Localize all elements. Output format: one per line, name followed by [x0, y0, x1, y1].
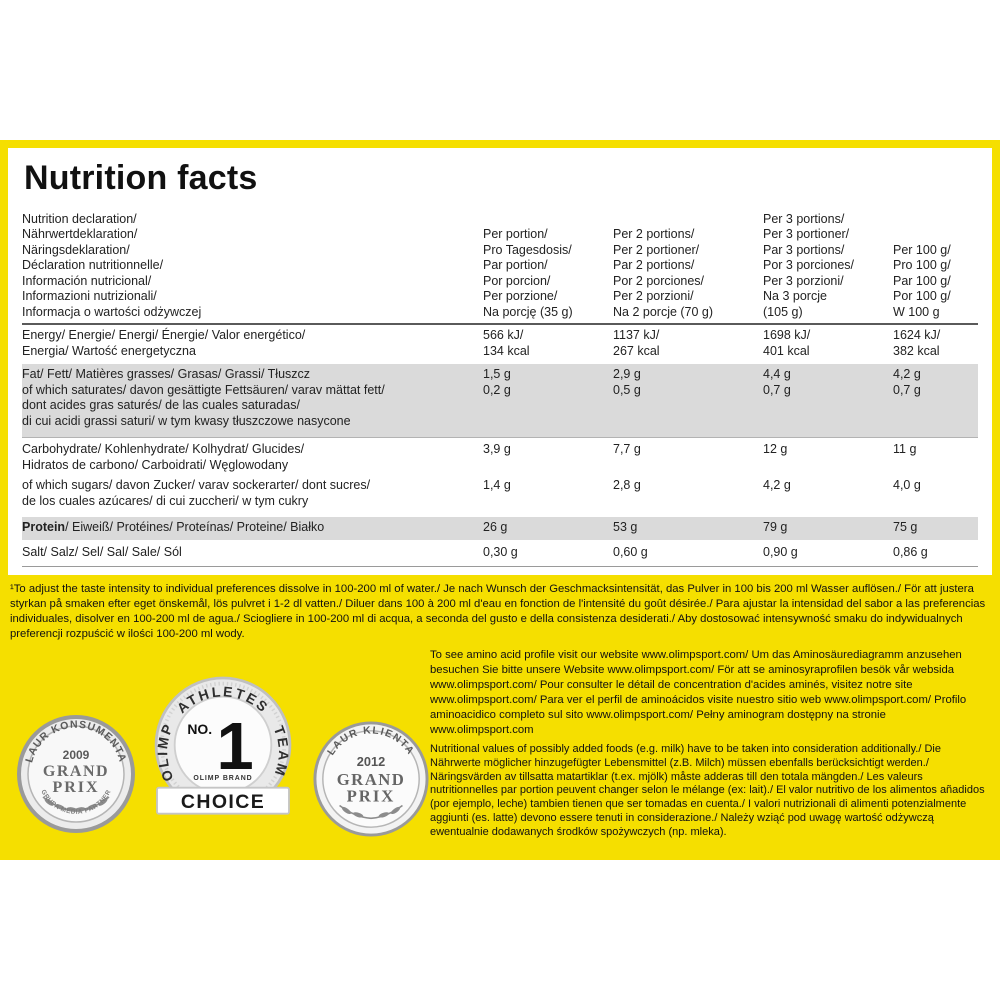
- column-header-per-3-portions: Per 3 portions/ Per 3 portioner/ Par 3 p…: [763, 212, 893, 321]
- header-line: Per 2 portions/: [613, 227, 695, 241]
- header-line: (105 g): [763, 304, 803, 319]
- header-line: Par 100 g/: [893, 273, 951, 288]
- salt-per-portion: 0,30 g: [483, 544, 518, 559]
- fat-label: Fat/ Fett/ Matières grasses/ Grasas/ Gra…: [22, 367, 385, 428]
- header-line: Per 3 porzioni/: [763, 273, 844, 288]
- energy-per-portion: 566 kJ/ 134 kcal: [483, 328, 530, 358]
- table-row-fat: Fat/ Fett/ Matières grasses/ Grasas/ Gra…: [22, 364, 978, 437]
- energy-per-2-portions: 1137 kJ/ 267 kcal: [613, 328, 660, 358]
- declaration-line: Nutrition declaration/: [22, 211, 137, 226]
- header-line: Na 2 porcje (70 g): [613, 304, 714, 319]
- svg-text:OLIMP: OLIMP: [154, 720, 177, 784]
- svg-text:GRAND: GRAND: [337, 770, 406, 789]
- carbohydrate-label: Carbohydrate/ Kohlenhydrate/ Kolhydrat/ …: [22, 442, 305, 472]
- award-logos: LAUR KONSUMENTA 2009 GRAND PRIX: [10, 676, 430, 838]
- header-line: Per 3 portioner/: [763, 227, 850, 241]
- fat-per-3-portions: 4,4 g 0,7 g: [763, 367, 791, 397]
- svg-text:PRIX: PRIX: [347, 787, 396, 806]
- laur-konsumenta-2009-medal-icon: LAUR KONSUMENTA 2009 GRAND PRIX: [17, 715, 135, 833]
- dissolve-instructions: ¹To adjust the taste intensity to indivi…: [10, 583, 986, 640]
- fat-per-100g: 4,2 g 0,7 g: [893, 367, 921, 397]
- table-row-energy: Energy/ Energie/ Energi/ Énergie/ Valor …: [22, 323, 978, 364]
- salt-label: Salt/ Salz/ Sel/ Sal/ Sale/ Sól: [22, 544, 182, 559]
- header-line: Na 3 porcje: [763, 289, 827, 303]
- protein-per-3-portions: 79 g: [763, 520, 788, 534]
- declaration-line: Informazioni nutrizionali/: [22, 289, 157, 303]
- svg-text:1: 1: [216, 709, 253, 784]
- carb-per-100g: 11 g: [893, 442, 917, 456]
- added-foods-notice-text: Nutritional values of possibly added foo…: [430, 743, 985, 838]
- label-footer-text: ¹To adjust the taste intensity to indivi…: [8, 582, 992, 840]
- header-line: Per portion/: [483, 227, 548, 241]
- declaration-line: Información nutricional/: [22, 273, 152, 288]
- nutrition-facts-panel: Nutrition facts Nutrition declaration/ N…: [8, 148, 992, 575]
- column-header-per-2-portions: Per 2 portions/ Per 2 portioner/ Par 2 p…: [613, 227, 763, 320]
- carb-per-portion: 3,9 g: [483, 442, 511, 456]
- svg-text:TEAM: TEAM: [271, 724, 292, 780]
- header-line: Na porcję (35 g): [483, 304, 573, 319]
- header-line: Par 2 portions/: [613, 258, 695, 272]
- olimp-athletes-team-no1-choice-badge-icon: OLIMP ATHLETES TEAM NO. 1 OLIMP BRAND CH…: [154, 676, 292, 815]
- header-line: Pro 100 g/: [893, 258, 951, 272]
- header-line: Per 2 portioner/: [613, 242, 700, 257]
- svg-text:2012: 2012: [357, 754, 385, 769]
- header-line: Por 3 porciones/: [763, 258, 855, 272]
- energy-per-100g: 1624 kJ/ 382 kcal: [893, 328, 941, 358]
- svg-text:OLIMP BRAND: OLIMP BRAND: [193, 775, 252, 782]
- header-line: Par 3 portions/: [763, 242, 845, 257]
- declaration-labels: Nutrition declaration/ Nährwertdeklarati…: [22, 212, 483, 321]
- header-line: W 100 g: [893, 304, 940, 319]
- page-title: Nutrition facts: [24, 159, 258, 197]
- sugars-per-2-portions: 2,8 g: [613, 478, 641, 492]
- svg-text:NO.: NO.: [187, 721, 212, 737]
- laur-klienta-2012-medal-icon: LAUR KLIENTA 2012 GRAND PRIX: [313, 721, 429, 837]
- header-line: Per 2 porzioni/: [613, 289, 694, 303]
- declaration-line: Déclaration nutritionnelle/: [22, 258, 164, 272]
- header-line: Per 100 g/: [893, 242, 951, 257]
- svg-text:GRAND: GRAND: [43, 763, 109, 780]
- sugars-per-100g: 4,0 g: [893, 478, 921, 492]
- amino-profile-text: To see amino acid profile visit our webs…: [430, 649, 967, 736]
- sugars-per-portion: 1,4 g: [483, 478, 511, 492]
- table-row-sugars: of which sugars/ davon Zucker/ varav soc…: [22, 473, 978, 512]
- salt-per-100g: 0,86 g: [893, 544, 928, 559]
- svg-text:PRIX: PRIX: [52, 779, 99, 796]
- header-line: Pro Tagesdosis/: [483, 242, 572, 257]
- nutrition-label: Nutrition facts Nutrition declaration/ N…: [0, 140, 1000, 860]
- energy-label: Energy/ Energie/ Energi/ Énergie/ Valor …: [22, 328, 306, 358]
- column-header-per-portion: Per portion/ Pro Tagesdosis/ Par portion…: [483, 227, 613, 320]
- svg-text:2009: 2009: [63, 748, 90, 762]
- header-line: Por 100 g/: [893, 289, 951, 303]
- svg-text:CHOICE: CHOICE: [181, 791, 265, 813]
- header-line: Per porzione/: [483, 289, 558, 303]
- sugars-per-3-portions: 4,2 g: [763, 478, 791, 492]
- sugars-label: of which sugars/ davon Zucker/ varav soc…: [22, 478, 371, 508]
- energy-per-3-portions: 1698 kJ/ 401 kcal: [763, 328, 811, 358]
- salt-per-3-portions: 0,90 g: [763, 544, 798, 559]
- carb-per-3-portions: 12 g: [763, 442, 788, 456]
- salt-per-2-portions: 0,60 g: [613, 544, 648, 559]
- fat-per-portion: 1,5 g 0,2 g: [483, 367, 511, 397]
- protein-per-portion: 26 g: [483, 520, 508, 534]
- fat-per-2-portions: 2,9 g 0,5 g: [613, 367, 641, 397]
- header-line: Par portion/: [483, 258, 548, 272]
- table-row-salt: Salt/ Salz/ Sel/ Sal/ Sale/ Sól 0,30 g 0…: [22, 540, 978, 567]
- header-line: Por porcion/: [483, 273, 551, 288]
- table-header: Nutrition declaration/ Nährwertdeklarati…: [22, 205, 978, 323]
- protein-per-2-portions: 53 g: [613, 520, 638, 534]
- carb-per-2-portions: 7,7 g: [613, 442, 641, 456]
- table-row-carbohydrate: Carbohydrate/ Kohlenhydrate/ Kolhydrat/ …: [22, 437, 978, 473]
- protein-per-100g: 75 g: [893, 520, 918, 534]
- declaration-line: Näringsdeklaration/: [22, 242, 130, 257]
- declaration-line: Nährwertdeklaration/: [22, 227, 138, 241]
- declaration-line: Informacja o wartości odżywczej: [22, 304, 202, 319]
- table-row-protein: Protein/ Eiweiß/ Protéines/ Proteínas/ P…: [22, 517, 978, 540]
- header-line: Por 2 porciones/: [613, 273, 705, 288]
- column-header-per-100g: Per 100 g/ Pro 100 g/ Par 100 g/ Por 100…: [893, 243, 978, 321]
- protein-label: Protein/ Eiweiß/ Protéines/ Proteínas/ P…: [22, 520, 325, 534]
- header-line: Per 3 portions/: [763, 211, 845, 226]
